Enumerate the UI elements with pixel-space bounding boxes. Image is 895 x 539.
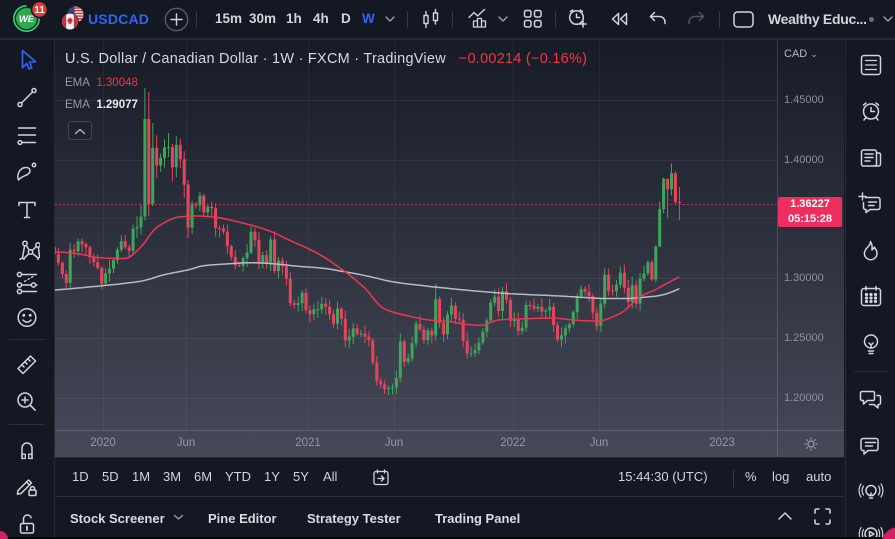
svg-text:11: 11 bbox=[34, 5, 45, 16]
svg-text:WE: WE bbox=[19, 14, 35, 25]
